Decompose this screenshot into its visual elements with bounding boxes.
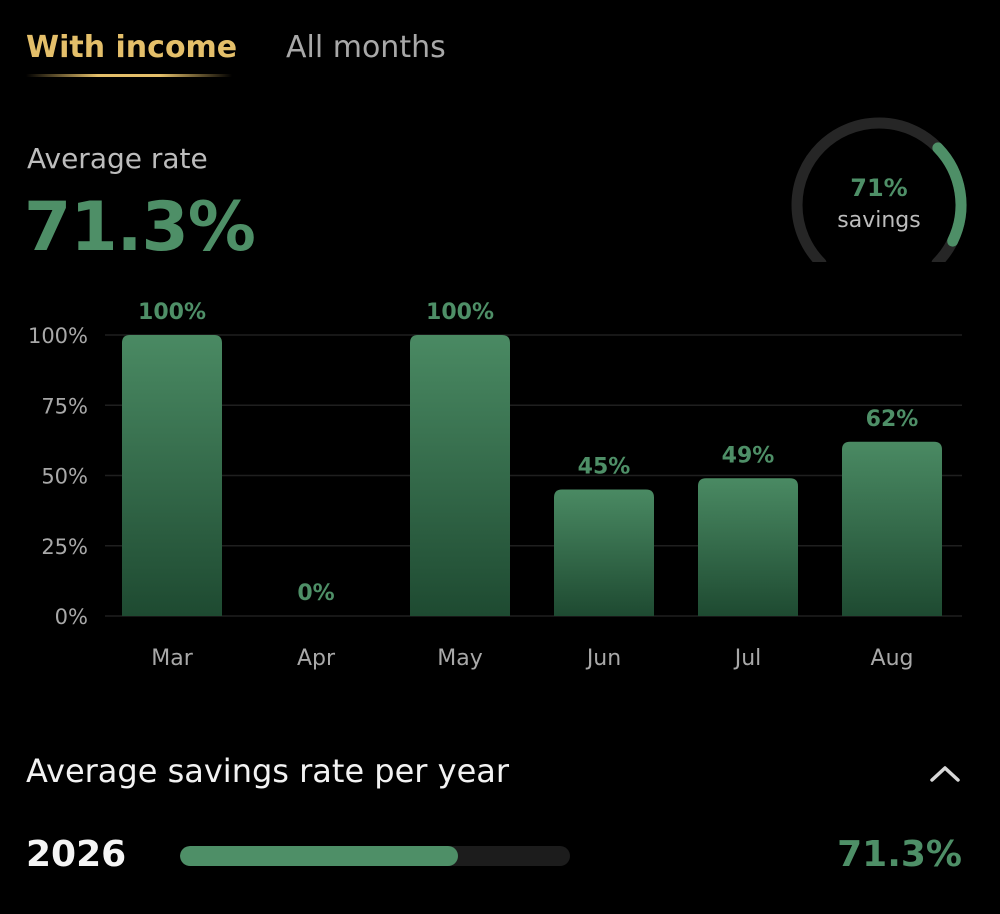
chart-canvas: 0% 25% 50% 75% 100% 100% Mar 0% Apr 100% May 45% Jun… bbox=[28, 300, 962, 671]
average-rate-value: 71.3% bbox=[24, 188, 256, 267]
y-tick-label: 0% bbox=[55, 605, 88, 629]
yearly-section-title: Average savings rate per year bbox=[26, 752, 510, 790]
y-tick-label: 25% bbox=[41, 535, 88, 559]
x-tick-label: Aug bbox=[871, 646, 914, 671]
year-progress-fill bbox=[180, 846, 459, 866]
data-label-mar: 100% bbox=[138, 300, 206, 325]
data-label-aug: 62% bbox=[866, 407, 919, 432]
data-label-jul: 49% bbox=[722, 443, 775, 468]
monthly-savings-chart: 0% 25% 50% 75% 100% 100% Mar 0% Apr 100% May 45% Jun… bbox=[0, 280, 1000, 700]
gauge-caption: savings bbox=[837, 208, 921, 233]
y-tick-label: 50% bbox=[41, 465, 88, 489]
year-label: 2026 bbox=[26, 834, 127, 875]
bar-may[interactable] bbox=[410, 335, 510, 616]
gauge-progress bbox=[932, 142, 967, 247]
average-rate-label: Average rate bbox=[27, 142, 208, 175]
bar-jul[interactable] bbox=[698, 478, 798, 616]
data-label-jun: 45% bbox=[578, 455, 631, 480]
year-rate-value: 71.3% bbox=[837, 834, 962, 875]
y-tick-label: 100% bbox=[28, 324, 88, 348]
gauge-percent: 71% bbox=[850, 174, 908, 202]
gauge-arc bbox=[791, 117, 967, 262]
bar-jun[interactable] bbox=[554, 489, 654, 616]
year-progress-track bbox=[180, 846, 570, 866]
data-label-may: 100% bbox=[426, 300, 494, 325]
x-tick-label: Jul bbox=[733, 646, 762, 671]
bar-mar[interactable] bbox=[122, 335, 222, 616]
tab-with-income[interactable]: With income bbox=[26, 30, 238, 65]
data-label-apr: 0% bbox=[297, 581, 334, 606]
x-tick-label: Jun bbox=[585, 646, 621, 671]
x-tick-label: May bbox=[437, 646, 482, 671]
bar-aug[interactable] bbox=[842, 441, 942, 616]
chevron-up-icon[interactable] bbox=[928, 762, 962, 786]
x-tick-label: Apr bbox=[297, 646, 336, 671]
y-tick-label: 75% bbox=[41, 394, 88, 418]
active-tab-indicator bbox=[26, 74, 232, 77]
x-tick-label: Mar bbox=[151, 646, 193, 671]
savings-gauge: 71% savings bbox=[786, 112, 972, 262]
tab-all-months[interactable]: All months bbox=[286, 30, 446, 65]
